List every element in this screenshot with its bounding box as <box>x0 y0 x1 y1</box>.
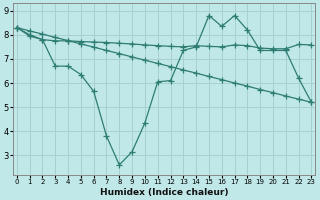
X-axis label: Humidex (Indice chaleur): Humidex (Indice chaleur) <box>100 188 228 197</box>
